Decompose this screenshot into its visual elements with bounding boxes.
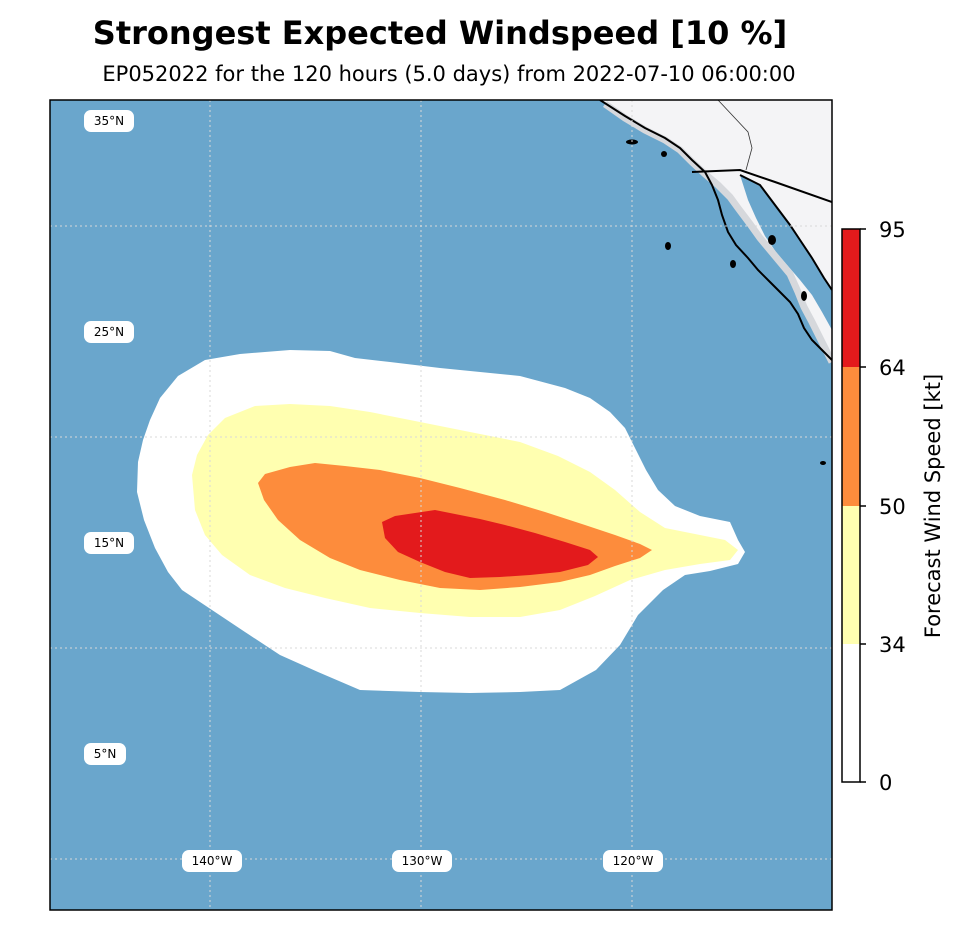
island	[768, 235, 776, 245]
svg-text:15°N: 15°N	[94, 536, 124, 550]
land-north-america	[600, 100, 832, 360]
chart-title: Strongest Expected Windspeed [10 %]	[92, 14, 788, 52]
colorbar-label: Forecast Wind Speed [kt]	[921, 374, 945, 638]
svg-text:35°N: 35°N	[94, 114, 124, 128]
svg-text:130°W: 130°W	[402, 854, 443, 868]
state-border	[717, 100, 753, 171]
lon-label-120: 120°W	[603, 850, 663, 872]
colorbar-segment-50	[842, 506, 860, 644]
island	[661, 151, 667, 157]
coastline	[599, 100, 832, 361]
gulf-of-california	[740, 175, 832, 330]
svg-text:140°W: 140°W	[192, 854, 233, 868]
colorbar-segment-64	[842, 367, 860, 506]
lat-label-15: 15°N	[84, 532, 134, 554]
map-frame	[49, 99, 833, 911]
us-mexico-border	[691, 168, 832, 203]
lon-label-130: 130°W	[392, 850, 452, 872]
lat-label-25: 25°N	[84, 321, 134, 343]
colorbar-tick-0: 0	[879, 771, 892, 795]
svg-text:5°N: 5°N	[94, 747, 117, 761]
svg-text:25°N: 25°N	[94, 325, 124, 339]
island	[665, 242, 671, 250]
colorbar-tick-95: 95	[879, 218, 906, 242]
colorbar-segment-95	[842, 229, 860, 367]
chart-subtitle: EP052022 for the 120 hours (5.0 days) fr…	[102, 62, 796, 86]
colorbar-tick-34: 34	[879, 633, 906, 657]
island	[801, 291, 807, 301]
colorbar: 95 64 50 34 0 Forecast Wind Speed [kt]	[841, 218, 945, 795]
gulf-coastline	[739, 174, 832, 291]
svg-text:120°W: 120°W	[613, 854, 654, 868]
island	[730, 260, 736, 268]
wind-band-95	[382, 510, 598, 578]
coastal-shading	[602, 101, 832, 364]
colorbar-tick-50: 50	[879, 495, 906, 519]
island	[820, 461, 826, 465]
colorbar-segment-34	[842, 644, 860, 782]
colorbar-tick-64: 64	[879, 356, 906, 380]
lat-label-5: 5°N	[84, 743, 126, 765]
lat-label-35: 35°N	[84, 110, 134, 132]
lon-label-140: 140°W	[182, 850, 242, 872]
graticule	[50, 100, 832, 910]
